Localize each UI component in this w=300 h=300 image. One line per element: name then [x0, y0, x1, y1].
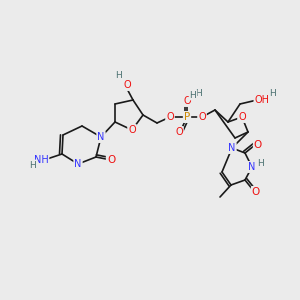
Text: NH: NH: [34, 155, 48, 165]
Text: O: O: [198, 112, 206, 122]
Text: O: O: [183, 96, 191, 106]
Text: O: O: [238, 112, 246, 122]
Text: H: H: [190, 91, 196, 100]
Text: O: O: [166, 112, 174, 122]
Text: H: H: [116, 71, 122, 80]
Text: P: P: [184, 112, 190, 122]
Text: N: N: [248, 162, 256, 172]
Text: N: N: [74, 159, 82, 169]
Text: O: O: [252, 187, 260, 197]
Text: O: O: [254, 140, 262, 150]
Text: O: O: [128, 125, 136, 135]
Text: O: O: [107, 155, 115, 165]
Text: OH: OH: [254, 95, 269, 105]
Text: H: H: [195, 88, 201, 98]
Text: N: N: [228, 143, 236, 153]
Text: N: N: [97, 132, 105, 142]
Text: O: O: [175, 127, 183, 137]
Text: H: H: [258, 160, 264, 169]
Text: H: H: [270, 89, 276, 98]
Text: O: O: [123, 80, 131, 90]
Text: H: H: [28, 160, 35, 169]
